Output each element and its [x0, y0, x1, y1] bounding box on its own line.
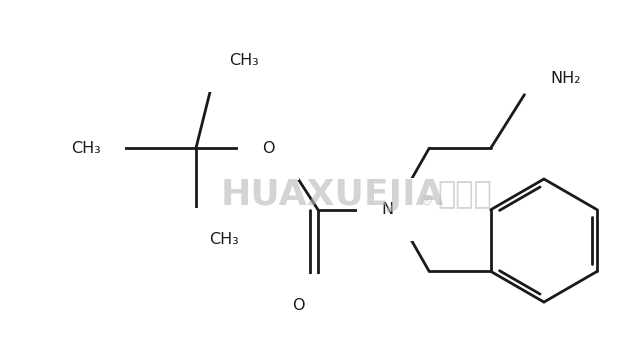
Text: N: N	[382, 202, 394, 217]
Text: NH₂: NH₂	[550, 71, 581, 86]
Text: CH₃: CH₃	[228, 54, 258, 68]
Text: ®: ®	[419, 195, 433, 209]
Text: O: O	[292, 297, 304, 313]
Text: O: O	[262, 141, 274, 156]
Text: CH₃: CH₃	[209, 232, 239, 247]
Text: CH₃: CH₃	[71, 141, 101, 156]
Text: HUAXUEJIA: HUAXUEJIA	[221, 178, 445, 212]
Text: 化学加: 化学加	[437, 181, 492, 209]
